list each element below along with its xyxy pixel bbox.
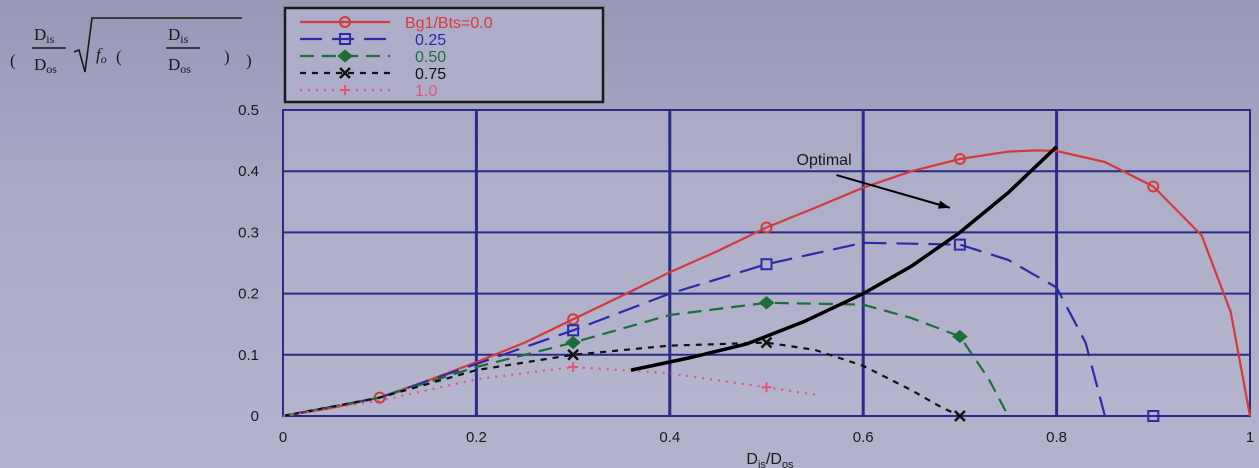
x-tick-label: 0.6 <box>853 429 874 446</box>
marker-diamond <box>565 335 581 350</box>
y-label-inner-paren-left: ( <box>116 47 122 66</box>
marker-plus <box>568 362 579 373</box>
marker-circle <box>339 16 351 28</box>
x-tick-label: 0.4 <box>659 429 680 446</box>
y-tick-label: 0.4 <box>238 163 259 180</box>
marker-square <box>339 33 351 45</box>
y-tick-labels: 0 0.1 0.2 0.3 0.4 0.5 <box>238 102 259 425</box>
legend-entry-0: Bg1/Bts=0.0 <box>405 15 493 32</box>
marker-circle <box>760 221 773 234</box>
marker-diamond <box>758 296 775 310</box>
marker-plus <box>340 85 350 95</box>
marker-diamond <box>952 329 968 344</box>
optimal-curve <box>630 145 1058 372</box>
x-axis-label-text: Dis/Dos <box>746 451 794 468</box>
y-label-fraction-outer-numerator: Dis <box>34 25 55 46</box>
marker-x <box>339 67 351 79</box>
y-axis-label: () Dis Dos fo () Dis Dos <box>10 17 252 76</box>
legend-entry-2: 0.50 <box>415 49 446 66</box>
legend-entry-3: 0.75 <box>415 66 446 83</box>
marker-x <box>954 410 966 422</box>
y-tick-label: 0.2 <box>238 286 259 303</box>
marker-circle <box>567 313 580 326</box>
x-axis-label: Dis/Dos <box>746 451 794 468</box>
y-label-paren-right: ) <box>246 51 252 70</box>
legend: Bg1/Bts=0.00.250.500.751.0 <box>283 6 605 104</box>
annotation-arrowhead <box>937 200 950 209</box>
plot-area <box>283 110 1250 416</box>
y-tick-label: 0.3 <box>238 224 259 241</box>
y-label-paren-left: ( <box>10 51 16 70</box>
series-line-0 <box>282 149 1252 418</box>
y-label-fraction-outer-denominator: Dos <box>34 55 57 76</box>
marker-square <box>953 238 966 251</box>
y-tick-label: 0.1 <box>238 347 259 364</box>
annotations: Optimal <box>797 152 951 209</box>
x-tick-label: 0.2 <box>466 429 487 446</box>
marker-square <box>1147 410 1160 422</box>
marker-circle <box>953 152 966 165</box>
series-line-4 <box>282 365 816 418</box>
plot-background <box>283 110 1250 416</box>
annotation-arrow <box>836 174 951 209</box>
legend-entry-1: 0.25 <box>415 32 446 49</box>
annotation-optimal-label: Optimal <box>797 152 852 169</box>
y-tick-label: 0.5 <box>238 102 259 119</box>
optimal-line <box>630 145 1058 372</box>
y-label-sqrt <box>73 17 242 73</box>
y-label-fraction-inner-numerator: Dis <box>168 25 189 46</box>
legend-box <box>283 6 605 104</box>
marker-x <box>567 348 579 361</box>
x-tick-label: 0 <box>279 429 287 446</box>
marker-square <box>567 324 580 337</box>
y-label-f: fo <box>96 45 107 66</box>
marker-plus <box>761 382 772 393</box>
x-tick-label: 1 <box>1246 429 1254 446</box>
series-lines <box>282 149 1252 422</box>
series-line-1 <box>282 241 1106 418</box>
y-label-fraction-inner-denominator: Dos <box>168 55 191 76</box>
marker-diamond <box>337 49 353 63</box>
marker-circle <box>1147 180 1160 193</box>
y-label-inner-paren-right: ) <box>224 47 230 66</box>
y-tick-label: 0 <box>251 408 259 425</box>
x-tick-labels: 0 0.2 0.4 0.6 0.8 1 <box>279 429 1254 446</box>
plot-frame <box>282 109 1251 417</box>
marker-square <box>760 258 773 271</box>
legend-entry-4: 1.0 <box>415 83 437 100</box>
x-tick-label: 0.8 <box>1046 429 1067 446</box>
